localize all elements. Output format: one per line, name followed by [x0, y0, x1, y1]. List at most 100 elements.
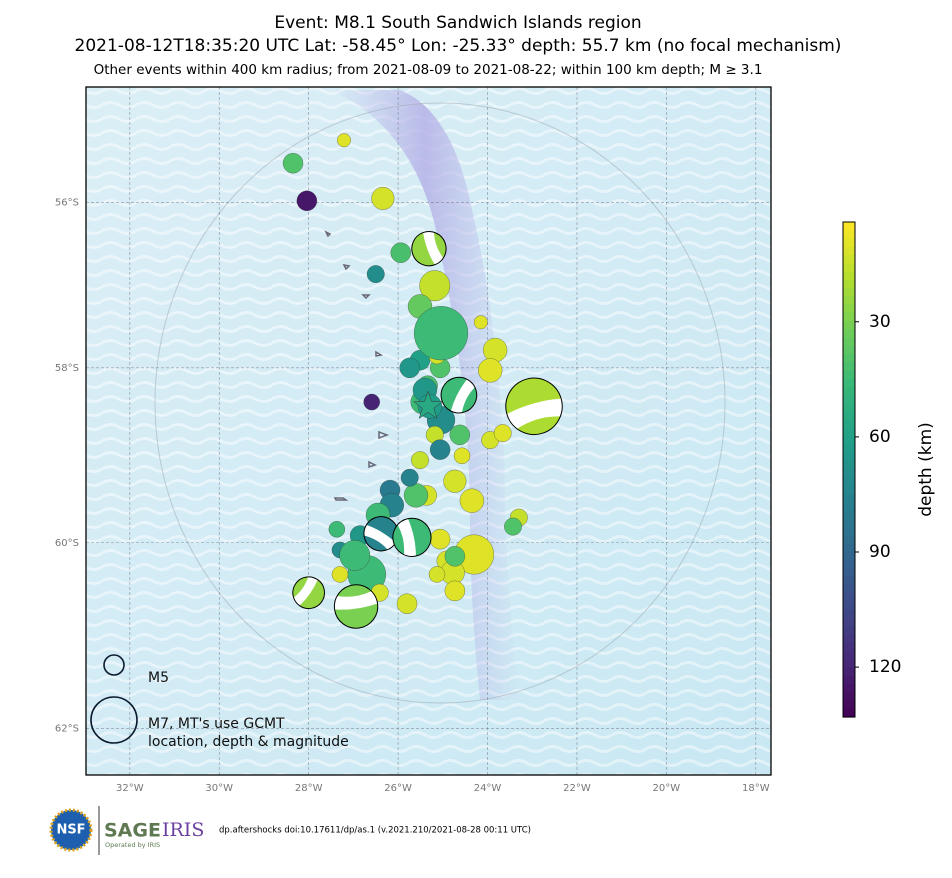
x-tick-label: 26°W	[384, 783, 412, 794]
beachball-outline	[411, 231, 447, 267]
colorbar-step	[843, 560, 855, 570]
x-tick-label: 28°W	[295, 783, 323, 794]
colorbar-step	[843, 230, 855, 240]
event	[483, 337, 508, 363]
colorbar-step	[843, 403, 855, 413]
x-tick-label: 20°W	[653, 783, 681, 794]
colorbar-step	[843, 395, 855, 405]
colorbar-step	[843, 486, 855, 495]
caption: Other events within 400 km radius; from …	[94, 62, 763, 78]
colorbar-step	[843, 296, 855, 306]
event	[449, 424, 470, 445]
colorbar-step	[843, 238, 855, 248]
beachball	[363, 516, 399, 552]
colorbar-step	[843, 444, 855, 454]
grid: 32°W 30°W 28°W 26°W 24°W 22°W 20°W 18°W 56°S 58°S…	[55, 87, 771, 794]
event	[282, 153, 304, 174]
colorbar-tick-label: 120	[869, 657, 901, 677]
colorbar-step	[843, 609, 855, 619]
title: Event: M8.1 South Sandwich Islands regio…	[274, 13, 641, 33]
x-tick-label: 22°W	[563, 783, 591, 794]
colorbar-step	[843, 626, 855, 636]
beachball	[411, 231, 447, 267]
subtitle: 2021-08-12T18:35:20 UTC Lat: -58.45° Lon…	[75, 36, 842, 56]
colorbar-step	[843, 477, 855, 487]
colorbar-step	[843, 453, 855, 462]
colorbar-step	[843, 708, 855, 718]
colorbar-step	[843, 461, 855, 471]
legend-label: M5	[148, 670, 169, 686]
colorbar-step	[843, 337, 855, 347]
event	[371, 186, 395, 210]
beachball-outline	[440, 376, 478, 414]
colorbar-step	[843, 684, 855, 693]
beachball	[392, 517, 432, 557]
event	[390, 242, 411, 263]
x-tick-label: 30°W	[205, 783, 233, 794]
marks	[282, 133, 563, 629]
map-frame	[85, 86, 772, 776]
colorbar-step	[843, 675, 855, 685]
y-tick-label: 62°S	[55, 724, 79, 735]
colorbar-step	[843, 370, 855, 380]
beachball-outline	[292, 576, 326, 610]
event	[331, 566, 349, 583]
legend-marker	[90, 696, 138, 744]
colorbar-step	[843, 568, 855, 578]
colorbar-step	[843, 436, 855, 446]
doi-text: dp.aftershocks doi:10.17611/dp/as.1 (v.2…	[219, 826, 531, 836]
colorbar-step	[843, 593, 855, 603]
colorbar-step	[843, 543, 855, 553]
colorbar-step	[843, 411, 855, 421]
colorbar-step	[843, 527, 855, 537]
beachball-lobe	[441, 377, 467, 412]
colorbar-step	[843, 601, 855, 611]
event	[504, 517, 522, 536]
colorbar-step	[843, 469, 855, 479]
beachball-lobe	[292, 576, 309, 598]
event	[453, 447, 471, 464]
colorbar-step	[843, 618, 855, 627]
colorbar-step	[843, 510, 855, 520]
colorbar-step	[843, 362, 855, 372]
nsf-text: NSF	[56, 823, 85, 838]
event	[444, 546, 466, 567]
x-tick-label: 24°W	[474, 783, 502, 794]
y-tick-label: 58°S	[55, 363, 79, 374]
event	[413, 306, 469, 361]
event	[459, 488, 484, 513]
legend: M5 M7, MT's use GCMT location, depth & mag…	[90, 654, 349, 750]
event	[444, 580, 466, 602]
colorbar-step	[843, 222, 855, 231]
colorbar-step	[843, 552, 855, 561]
colorbar-step	[843, 502, 855, 512]
beachball-lobe	[407, 518, 432, 557]
beachball-lobe	[505, 378, 562, 415]
colorbar-step	[843, 255, 855, 264]
event	[429, 529, 451, 550]
colorbar-step	[843, 659, 855, 669]
colorbar-tick-label: 60	[869, 427, 891, 447]
x-tick-label: 18°W	[742, 783, 770, 794]
beachball	[440, 376, 478, 414]
colorbar-step	[843, 651, 855, 660]
y-tick-label: 56°S	[55, 197, 79, 208]
event	[366, 265, 385, 283]
y-tick-label: 60°S	[55, 538, 79, 549]
beachball-lobe	[411, 232, 435, 266]
event	[328, 521, 346, 538]
beachball-lobe	[433, 232, 447, 259]
colorbar-step	[843, 420, 855, 429]
colorbar-step	[843, 329, 855, 339]
sage-text: SAGE	[104, 820, 161, 842]
colorbar-step	[843, 378, 855, 388]
iris-text: IRIS	[162, 819, 204, 841]
colorbar-step	[843, 312, 855, 322]
colorbar-tick-label: 30	[869, 312, 891, 332]
event	[400, 468, 419, 487]
beachball-lobe	[334, 603, 378, 629]
colorbar-step	[843, 576, 855, 586]
event	[339, 540, 371, 571]
event	[478, 358, 503, 383]
